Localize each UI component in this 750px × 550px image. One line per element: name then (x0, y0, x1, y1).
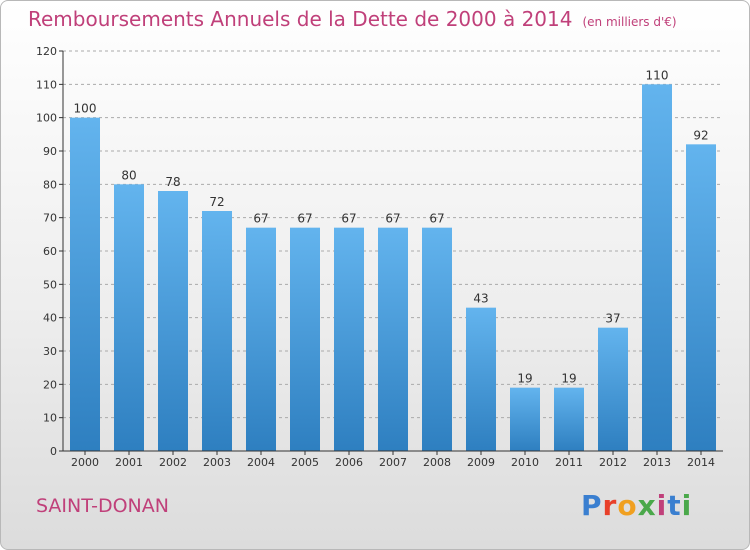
logo-letter: t (667, 489, 682, 522)
y-tick-label: 90 (43, 145, 57, 158)
y-tick-label: 50 (43, 278, 57, 291)
value-label: 43 (473, 292, 488, 306)
logo-letter: x (637, 489, 657, 522)
logo-letter: P (581, 489, 603, 522)
bar (510, 387, 540, 451)
commune-name: SAINT-DONAN (36, 495, 169, 517)
proxiti-logo[interactable]: Proxiti (581, 489, 692, 522)
bar (686, 144, 716, 452)
y-tick-label: 110 (36, 78, 57, 91)
value-label: 19 (517, 372, 532, 386)
value-label: 67 (253, 212, 268, 226)
value-label: 110 (646, 68, 669, 82)
value-label: 37 (605, 312, 620, 326)
value-label: 67 (385, 212, 400, 226)
y-tick-label: 0 (50, 445, 57, 458)
x-tick-label: 2013 (643, 456, 671, 469)
bar (642, 84, 672, 451)
value-label: 92 (693, 128, 708, 142)
bar (466, 307, 496, 451)
x-tick-label: 2006 (335, 456, 363, 469)
y-tick-label: 80 (43, 178, 57, 191)
value-label: 100 (74, 102, 97, 116)
x-tick-label: 2007 (379, 456, 407, 469)
x-tick-label: 2000 (71, 456, 99, 469)
chart-title-text: Remboursements Annuels de la Dette de 20… (28, 7, 573, 31)
bar (334, 227, 364, 451)
x-tick-label: 2004 (247, 456, 275, 469)
y-tick-label: 10 (43, 412, 57, 425)
value-label: 67 (341, 212, 356, 226)
x-tick-label: 2010 (511, 456, 539, 469)
x-tick-label: 2002 (159, 456, 187, 469)
bar (290, 227, 320, 451)
y-tick-label: 120 (36, 45, 57, 58)
y-tick-label: 60 (43, 245, 57, 258)
bar (554, 387, 584, 451)
bar (598, 327, 628, 451)
y-tick-label: 100 (36, 112, 57, 125)
y-tick-label: 20 (43, 378, 57, 391)
value-label: 80 (121, 168, 136, 182)
bar (246, 227, 276, 451)
x-tick-label: 2005 (291, 456, 319, 469)
bar (378, 227, 408, 451)
chart-unit: (en milliers d'€) (582, 15, 677, 29)
x-tick-label: 2003 (203, 456, 231, 469)
logo-letter: i (656, 489, 668, 522)
chart-title: Remboursements Annuels de la Dette de 20… (28, 7, 677, 31)
logo-letter: o (617, 489, 638, 522)
value-label: 72 (209, 195, 224, 209)
y-tick-label: 70 (43, 212, 57, 225)
logo-letter: r (602, 489, 618, 522)
bar (70, 117, 100, 452)
x-tick-label: 2008 (423, 456, 451, 469)
value-label: 67 (429, 212, 444, 226)
x-tick-label: 2012 (599, 456, 627, 469)
x-tick-label: 2011 (555, 456, 583, 469)
bar (158, 191, 188, 451)
bar-layer: 100 80 78 72 67 67 67 67 67 43 19 19 37 110 92 (70, 68, 716, 452)
bar (202, 211, 232, 451)
logo-letter: i (681, 489, 693, 522)
x-tick-label: 2014 (687, 456, 715, 469)
y-tick-label: 30 (43, 345, 57, 358)
bar (114, 184, 144, 452)
value-label: 78 (165, 175, 180, 189)
value-label: 67 (297, 212, 312, 226)
bar (422, 227, 452, 451)
y-tick-label: 40 (43, 312, 57, 325)
value-label: 19 (561, 372, 576, 386)
x-tick-label: 2009 (467, 456, 495, 469)
x-tick-label: 2001 (115, 456, 143, 469)
axis-layer: 0 10 20 30 40 50 60 70 80 90 100 110 120 2000 2001 2002… (36, 45, 723, 469)
